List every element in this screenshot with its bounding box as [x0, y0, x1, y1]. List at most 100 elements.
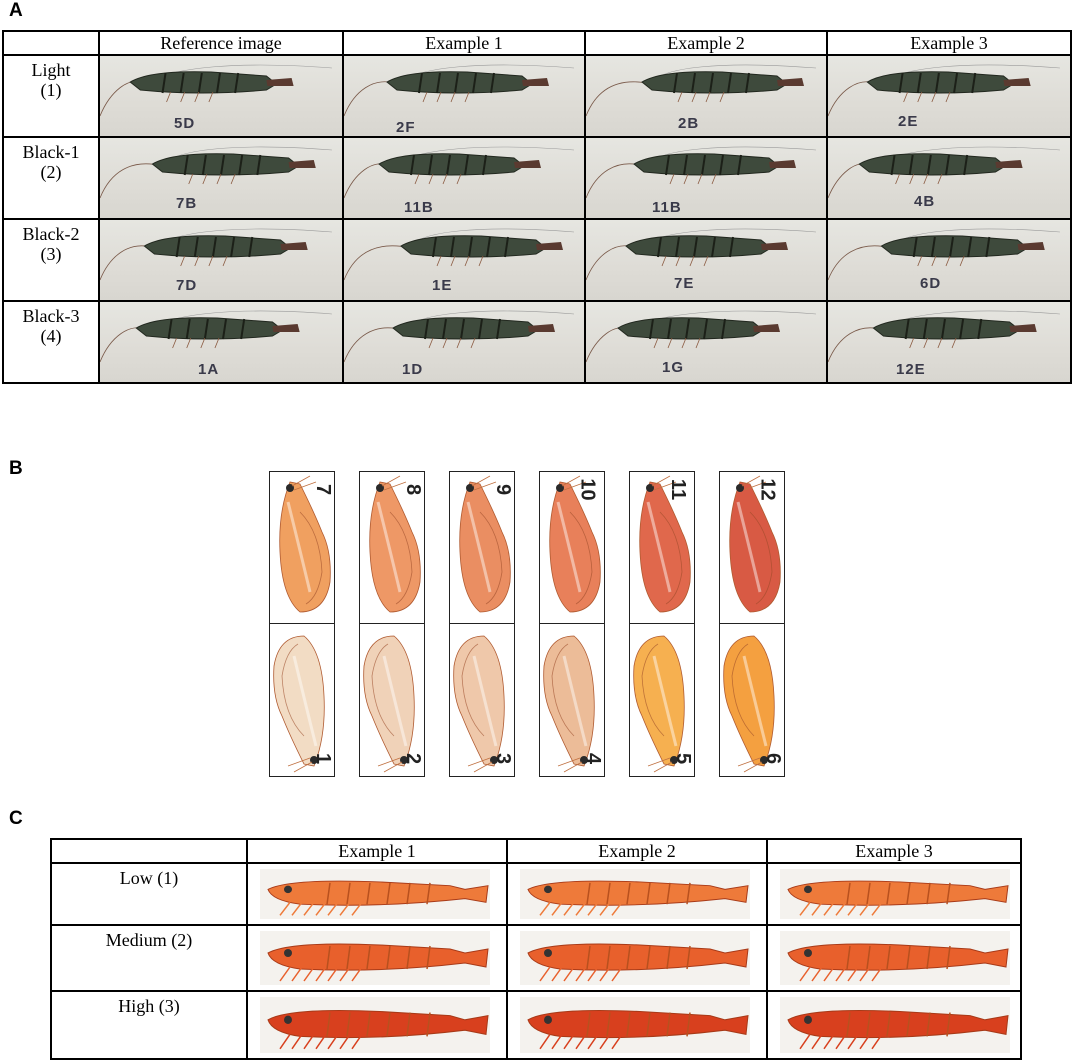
sample-tag: 1A — [198, 361, 220, 378]
cooked-shrimp-image — [780, 869, 1010, 919]
panel-c-header-empty — [50, 838, 248, 864]
shrimp-color-drawing — [369, 475, 421, 613]
panel-a-row: Light (1) 5D 2F 2B 2E — [2, 54, 1072, 138]
shrimp-color-drawing — [549, 475, 601, 613]
color-card-number: 7 — [311, 483, 334, 496]
row-label-light: Light (1) — [2, 54, 100, 138]
panel-a-header-row: Reference image Example 1 Example 2 Exam… — [2, 30, 1072, 56]
shrimp-photo: 2E — [826, 54, 1072, 138]
color-card: 12 — [719, 471, 785, 625]
sample-tag: 2F — [396, 119, 416, 136]
sample-tag: 11B — [652, 199, 682, 216]
panel-a-header-example-3: Example 3 — [826, 30, 1072, 56]
cooked-shrimp-image — [520, 997, 750, 1053]
sample-tag: 2B — [678, 115, 700, 132]
color-card-number: 4 — [581, 752, 604, 765]
shrimp-photo: 5D — [98, 54, 344, 138]
cooked-shrimp-drawing — [787, 943, 1009, 982]
panel-c-header-example-1: Example 1 — [246, 838, 508, 864]
cooked-shrimp-image — [780, 931, 1010, 985]
sample-tag: 11B — [404, 199, 434, 216]
shrimp-photo: 4B — [826, 136, 1072, 220]
panel-c-label: C — [9, 808, 23, 829]
color-card-number: 11 — [666, 478, 689, 501]
cooked-shrimp-image — [260, 869, 490, 919]
color-card-number: 8 — [401, 483, 424, 496]
cooked-shrimp-photo — [506, 862, 768, 926]
sample-tag: 1E — [432, 277, 453, 294]
raw-shrimp-drawing — [101, 310, 332, 361]
cooked-shrimp-image — [520, 869, 750, 919]
shrimp-color-drawing — [279, 475, 331, 613]
shrimp-photo: 2F — [342, 54, 586, 138]
raw-shrimp-drawing — [345, 228, 575, 279]
color-card: 8 — [359, 471, 425, 625]
cooked-shrimp-drawing — [267, 943, 489, 982]
shrimp-photo: 1E — [342, 218, 586, 302]
raw-shrimp-drawing — [587, 228, 817, 279]
color-card-number: 10 — [576, 478, 599, 501]
cooked-shrimp-drawing — [787, 880, 1009, 916]
panel-c-row: Medium (2) — [50, 924, 1022, 992]
raw-shrimp-drawing — [829, 228, 1060, 279]
shrimp-color-drawing — [723, 635, 775, 773]
raw-shrimp-drawing — [345, 146, 575, 197]
cooked-shrimp-drawing — [267, 880, 489, 916]
row-label-high: High (3) — [50, 990, 248, 1060]
color-card: 5 — [629, 623, 695, 777]
panel-a-label: A — [9, 0, 23, 21]
shrimp-photo: 11B — [342, 136, 586, 220]
shrimp-photo: 2B — [584, 54, 828, 138]
color-card: 10 — [539, 471, 605, 625]
row-label-low: Low (1) — [50, 862, 248, 926]
raw-shrimp-drawing — [587, 64, 817, 115]
panel-a-header-example-1: Example 1 — [342, 30, 586, 56]
panel-a-row: Black-2 (3) 7D 1E 7E 6D — [2, 218, 1072, 302]
panel-a-header-example-2: Example 2 — [584, 30, 828, 56]
color-card: 1 — [269, 623, 335, 777]
shrimp-color-drawing — [363, 635, 415, 773]
row-code: (3) — [40, 244, 62, 264]
color-card-number: 1 — [311, 752, 334, 765]
panel-b-label: B — [9, 458, 23, 479]
sample-tag: 7D — [176, 277, 198, 294]
sample-tag: 1D — [402, 361, 424, 378]
row-label-black-3: Black-3 (4) — [2, 300, 100, 384]
panel-c-row: Low (1) — [50, 862, 1022, 926]
raw-shrimp-drawing — [101, 146, 332, 197]
cooked-shrimp-image — [260, 931, 490, 985]
row-name: Black-1 — [22, 142, 80, 162]
row-label-black-1: Black-1 (2) — [2, 136, 100, 220]
color-card: 9 — [449, 471, 515, 625]
raw-shrimp-drawing — [345, 310, 575, 361]
row-label-black-2: Black-2 (3) — [2, 218, 100, 302]
color-card: 7 — [269, 471, 335, 625]
raw-shrimp-drawing — [829, 146, 1060, 197]
shrimp-photo: 6D — [826, 218, 1072, 302]
raw-shrimp-drawing — [587, 146, 817, 197]
panel-c-header-row: Example 1 Example 2 Example 3 — [50, 838, 1022, 864]
shrimp-color-drawing — [273, 635, 325, 773]
panel-c-header-example-3: Example 3 — [766, 838, 1022, 864]
cooked-shrimp-photo — [766, 990, 1022, 1060]
cooked-shrimp-drawing — [787, 1009, 1009, 1050]
row-name: Black-2 — [22, 224, 80, 244]
cooked-shrimp-drawing — [267, 1009, 489, 1050]
shrimp-color-drawing — [639, 475, 691, 613]
color-card-number: 6 — [761, 752, 784, 765]
shrimp-photo: 11B — [584, 136, 828, 220]
row-code: (4) — [40, 326, 62, 346]
color-card-number: 2 — [401, 752, 424, 765]
row-name: Black-3 — [22, 306, 80, 326]
panel-c-row: High (3) — [50, 990, 1022, 1060]
sample-tag: 1G — [662, 359, 685, 376]
cooked-shrimp-image — [260, 997, 490, 1053]
sample-tag: 7B — [176, 195, 198, 212]
panel-c-table: Example 1 Example 2 Example 3 Low (1) Me… — [50, 838, 1022, 1060]
color-card-number: 5 — [671, 752, 694, 765]
sample-tag: 12E — [896, 361, 926, 378]
raw-shrimp-drawing — [101, 64, 332, 115]
shrimp-photo: 7B — [98, 136, 344, 220]
raw-shrimp-drawing — [829, 64, 1060, 115]
shrimp-photo: 7D — [98, 218, 344, 302]
